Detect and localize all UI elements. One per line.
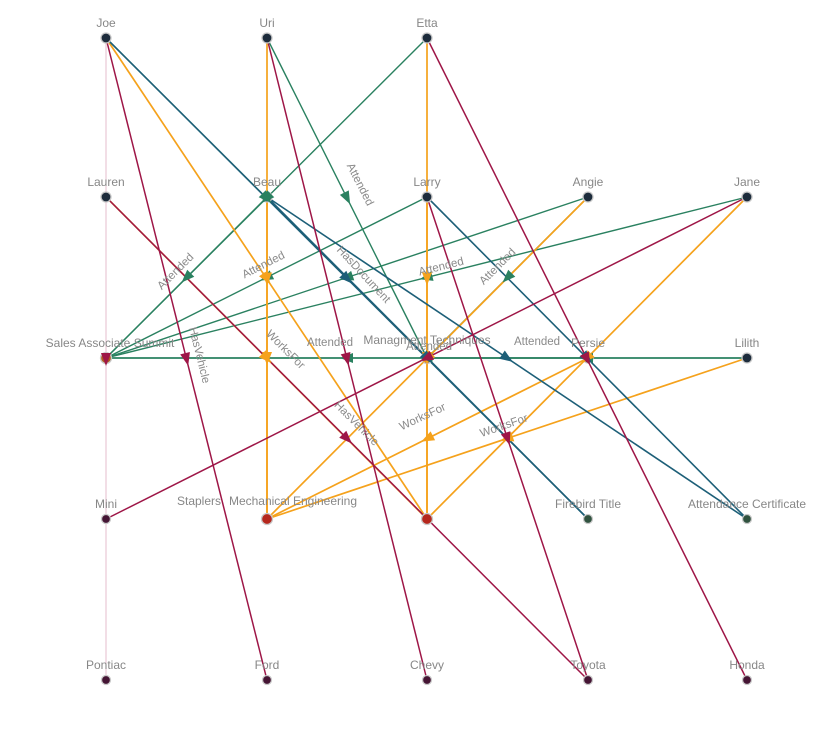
node-mini[interactable] [100, 513, 112, 525]
edge-arrow-joe-firebird [339, 270, 352, 284]
node-ford[interactable] [261, 674, 273, 686]
node-label-beau: Beau [253, 175, 281, 189]
node-label-jane: Jane [734, 175, 760, 189]
node-staplers[interactable] [260, 512, 274, 526]
edge-arrow-etta-honda [579, 351, 591, 366]
edge-arrow-joe-pontiac [101, 353, 111, 366]
edge-label-lilith-managment: Attended [514, 336, 560, 348]
node-label-summit: Sales Associate Summit [46, 336, 175, 350]
node-mecheng[interactable] [420, 512, 434, 526]
node-honda[interactable] [741, 674, 753, 686]
node-uri[interactable] [261, 32, 273, 44]
node-label-etta: Etta [416, 16, 438, 30]
layer-arrows [101, 190, 595, 446]
edge-arrow-uri-managment [339, 190, 351, 205]
node-etta[interactable] [421, 32, 433, 44]
edge-arrow-persie-staplers [421, 431, 436, 442]
edge-label-persie-summit: Attended [307, 337, 353, 349]
edge-label-jane-summit: Attended [417, 256, 465, 279]
node-label-persie: Persie [571, 336, 605, 350]
edge-arrow-beau-staplers [262, 352, 272, 365]
edge-arrow-uri-staplers [262, 272, 272, 286]
node-label-firebird: Firebird Title [555, 497, 621, 511]
node-toyota[interactable] [582, 674, 594, 686]
node-label-managment: Managment Techniques [363, 333, 490, 347]
node-angie[interactable] [582, 191, 594, 203]
node-jane[interactable] [741, 191, 753, 203]
node-label-larry: Larry [413, 175, 440, 189]
edge-arrow-joe-managment [258, 190, 272, 203]
edge-arrow-beau-attendance [499, 350, 513, 362]
node-label-ford: Ford [255, 658, 280, 672]
node-label-mini: Mini [95, 497, 117, 511]
edge-label-angie-managment: Attended [477, 246, 518, 287]
node-firebird[interactable] [582, 513, 594, 525]
edge-label-lauren-mecheng: WorksFor [263, 328, 307, 372]
node-label-angie: Angie [573, 175, 604, 189]
layer-labels: Joe Uri Etta Lauren Beau Larry Angie Jane Sales … [46, 16, 807, 672]
node-label-pontiac: Pontiac [86, 658, 126, 672]
edge-label-lilith-summit: Attended [406, 341, 452, 353]
node-chevy[interactable] [421, 674, 433, 686]
node-lauren[interactable] [100, 191, 112, 203]
node-label-lauren: Lauren [87, 175, 124, 189]
edge-arrow-angie-managment [502, 269, 516, 283]
node-label-honda: Honda [729, 658, 765, 672]
node-label-staplers: Staplers [177, 494, 221, 508]
node-attendance[interactable] [741, 513, 753, 525]
edge-arrow-etta-mecheng [422, 272, 432, 286]
node-label-mecheng: Mechanical Engineering [229, 494, 357, 508]
node-label-chevy: Chevy [410, 658, 444, 672]
node-label-lilith: Lilith [735, 336, 760, 350]
edge-arrow-lauren-toyota [339, 430, 352, 444]
edge-arrow-joe-ford [180, 351, 190, 366]
edge-arrow-uri-chevy [340, 351, 351, 366]
node-label-uri: Uri [259, 16, 274, 30]
node-label-joe: Joe [96, 16, 116, 30]
node-label-toyota: Toyota [570, 658, 606, 672]
edge-arrow-larry-toyota [500, 431, 511, 446]
node-label-attendance: Attendance Certificate [688, 497, 806, 511]
edge-arrow-jane-mini [420, 350, 435, 362]
node-lilith[interactable] [741, 352, 753, 364]
edge-arrow-beau-summit [181, 269, 195, 283]
edge-label-persie-staplers: WorksFor [398, 401, 448, 433]
node-pontiac[interactable] [100, 674, 112, 686]
node-joe[interactable] [100, 32, 112, 44]
edge-label-lauren-toyota: HasVehicle [332, 399, 381, 448]
node-larry[interactable] [421, 191, 433, 203]
